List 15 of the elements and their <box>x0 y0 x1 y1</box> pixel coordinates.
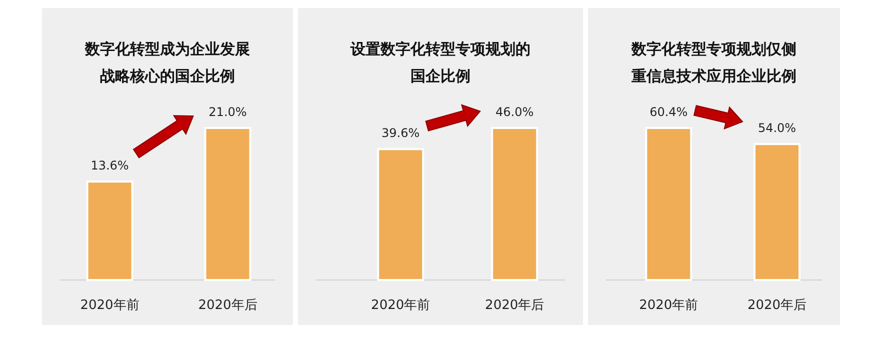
data-label: 21.0% <box>208 105 247 119</box>
data-label: 13.6% <box>90 158 129 173</box>
chart-title: 设置数字化转型专项规划的国企比例 <box>349 39 532 87</box>
x-tick-label: 2020年前 <box>371 298 430 313</box>
data-label: 39.6% <box>382 126 420 140</box>
x-tick-label: 2020年前 <box>639 298 698 313</box>
chart-title: 数字化转型专项规划仅侧重信息技术应用企业比例 <box>630 39 798 87</box>
x-tick-label: 2020年后 <box>198 298 258 313</box>
data-label: 46.0% <box>496 105 534 119</box>
x-tick-label: 2020年后 <box>747 298 807 313</box>
x-tick-label: 2020年前 <box>80 298 140 313</box>
chart-title: 数字化转型成为企业发展战略核心的国企比例 <box>84 39 251 87</box>
x-tick-label: 2020年后 <box>485 298 544 313</box>
data-label: 60.4% <box>650 105 688 119</box>
data-label: 54.0% <box>758 121 796 136</box>
